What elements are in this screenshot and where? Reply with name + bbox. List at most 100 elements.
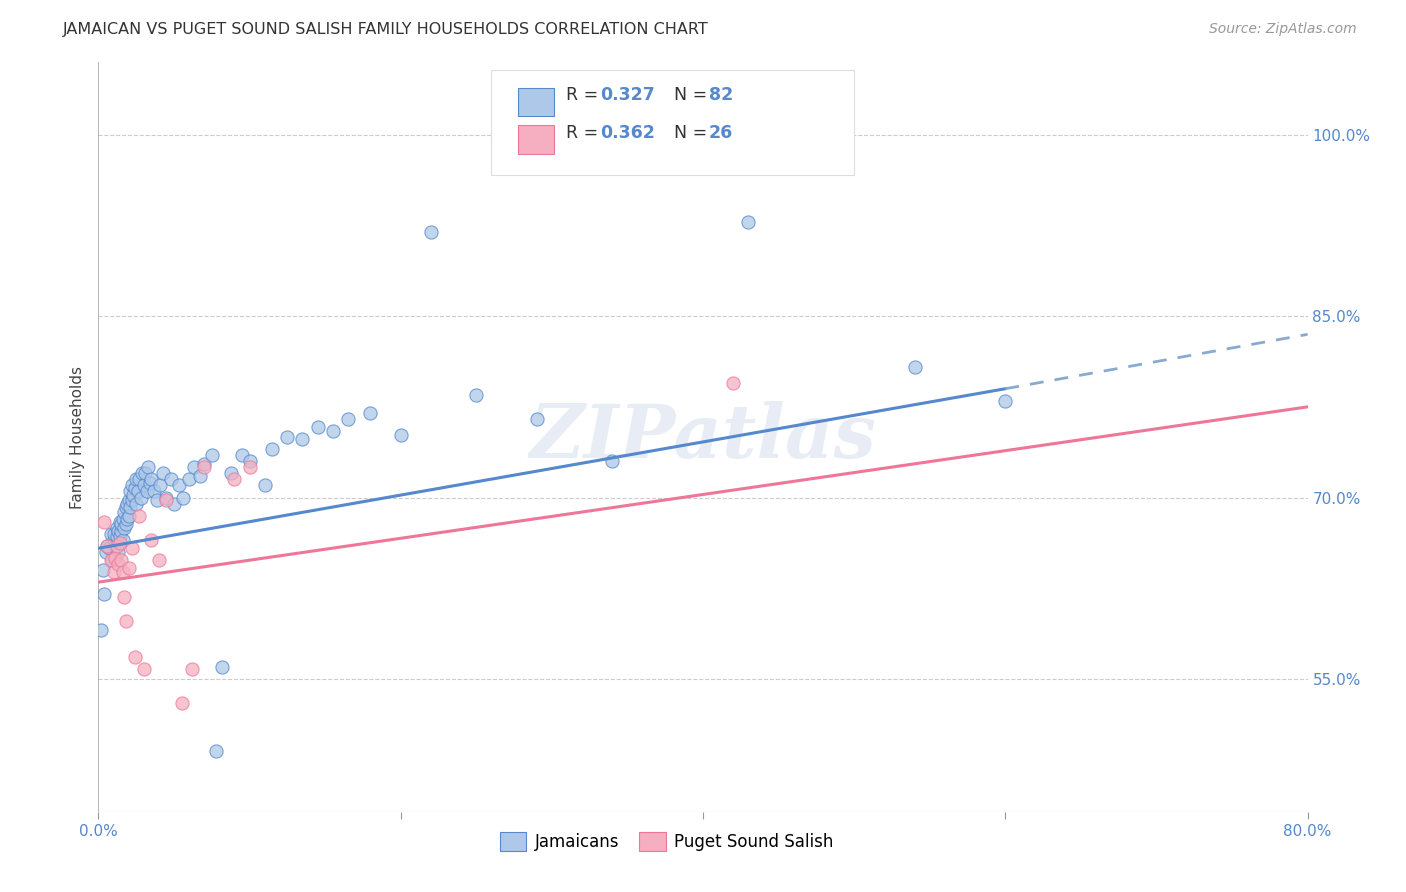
Point: [224, 472, 246, 486]
Point: [134, 467, 156, 481]
Point: [108, 536, 131, 550]
Point: [465, 388, 488, 402]
Point: [135, 484, 157, 499]
Point: [100, 526, 122, 541]
Point: [125, 472, 148, 486]
Point: [128, 508, 150, 523]
Text: R =: R =: [567, 124, 605, 142]
Point: [141, 472, 163, 486]
Point: [239, 460, 262, 475]
Point: [103, 533, 125, 547]
Point: [103, 566, 125, 580]
Point: [121, 478, 143, 492]
Point: [211, 659, 233, 673]
Point: [132, 478, 155, 492]
Point: [107, 557, 129, 571]
Point: [111, 566, 134, 580]
Point: [155, 492, 177, 507]
Point: [94, 545, 117, 559]
Point: [101, 553, 124, 567]
Point: [111, 533, 134, 547]
Point: [105, 529, 128, 543]
Point: [124, 650, 146, 665]
Point: [110, 524, 132, 539]
Point: [143, 484, 166, 499]
Text: 26: 26: [709, 124, 734, 142]
Text: R =: R =: [567, 87, 605, 104]
Point: [179, 472, 201, 486]
Point: [322, 424, 344, 438]
Point: [127, 484, 149, 499]
Point: [108, 515, 131, 529]
Point: [136, 460, 159, 475]
Point: [118, 560, 141, 574]
Point: [114, 614, 136, 628]
Point: [107, 524, 129, 539]
Point: [141, 533, 163, 547]
Legend: Jamaicans, Puget Sound Salish: Jamaicans, Puget Sound Salish: [492, 823, 842, 860]
Point: [98, 541, 121, 556]
Point: [231, 448, 253, 462]
Point: [105, 521, 128, 535]
Point: [93, 515, 115, 529]
Text: 82: 82: [709, 87, 734, 104]
Point: [172, 491, 194, 505]
Text: 0.362: 0.362: [600, 124, 655, 142]
Point: [221, 467, 243, 481]
Point: [904, 359, 927, 374]
Point: [93, 587, 115, 601]
Point: [122, 488, 145, 502]
Point: [131, 467, 153, 481]
Point: [526, 412, 548, 426]
Point: [994, 393, 1017, 408]
Point: [239, 454, 262, 468]
Point: [276, 430, 298, 444]
Point: [139, 475, 162, 490]
Point: [167, 478, 190, 492]
Point: [110, 553, 132, 567]
Bar: [517, 126, 554, 153]
Point: [100, 553, 122, 567]
Point: [193, 460, 215, 475]
Text: JAMAICAN VS PUGET SOUND SALISH FAMILY HOUSEHOLDS CORRELATION CHART: JAMAICAN VS PUGET SOUND SALISH FAMILY HO…: [63, 22, 709, 37]
Text: ZIPatlas: ZIPatlas: [530, 401, 876, 474]
Point: [114, 517, 136, 532]
Point: [132, 662, 155, 676]
Point: [125, 497, 148, 511]
Point: [115, 497, 138, 511]
Point: [121, 492, 143, 507]
Text: N =: N =: [664, 124, 713, 142]
Point: [420, 225, 443, 239]
Point: [148, 553, 170, 567]
Point: [91, 563, 114, 577]
Point: [111, 512, 134, 526]
Bar: [517, 88, 554, 116]
Point: [602, 454, 624, 468]
Point: [108, 529, 131, 543]
Point: [128, 472, 150, 486]
Text: Source: ZipAtlas.com: Source: ZipAtlas.com: [1209, 22, 1357, 37]
Point: [152, 467, 174, 481]
Text: 0.327: 0.327: [600, 87, 655, 104]
Point: [181, 662, 204, 676]
Y-axis label: Family Households: Family Households: [70, 366, 86, 508]
Point: [96, 539, 118, 553]
Point: [170, 696, 193, 710]
Text: N =: N =: [664, 87, 713, 104]
Point: [149, 478, 172, 492]
Point: [737, 215, 759, 229]
Point: [188, 468, 211, 483]
Point: [90, 624, 112, 638]
Point: [291, 433, 314, 447]
Point: [112, 521, 135, 535]
Point: [336, 412, 359, 426]
Point: [129, 491, 152, 505]
Point: [262, 442, 284, 457]
Point: [389, 427, 412, 442]
Point: [118, 492, 141, 507]
FancyBboxPatch shape: [492, 70, 855, 175]
Point: [104, 550, 127, 565]
Point: [110, 517, 132, 532]
Point: [201, 448, 224, 462]
Point: [105, 539, 128, 553]
